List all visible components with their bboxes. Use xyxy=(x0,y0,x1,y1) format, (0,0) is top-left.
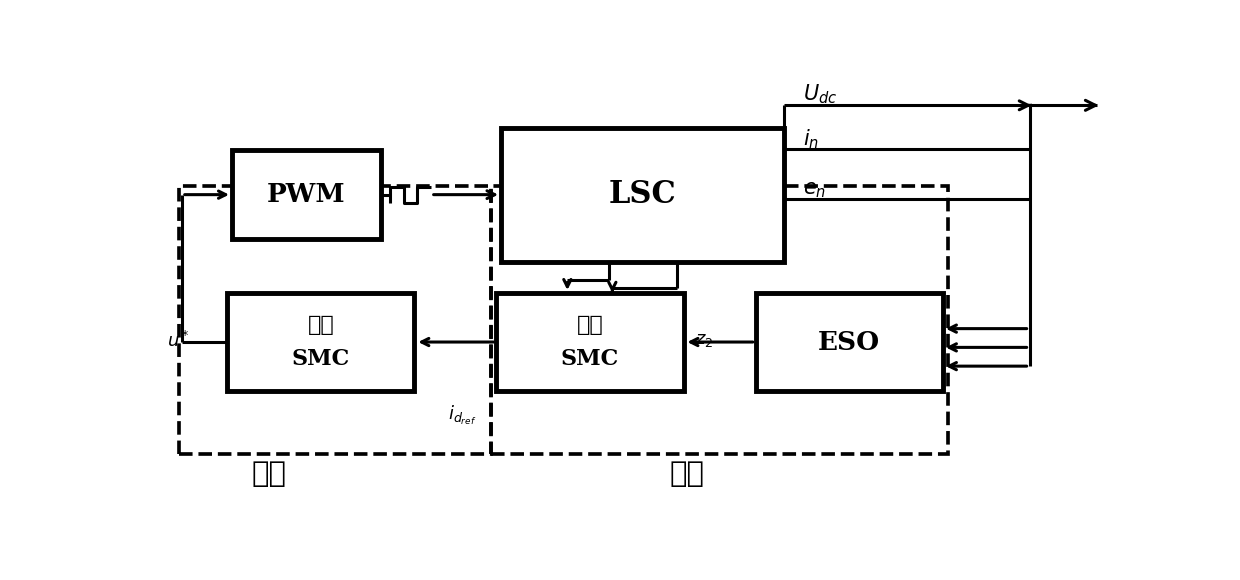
Text: SMC: SMC xyxy=(560,348,619,370)
Bar xyxy=(755,293,944,391)
Text: $i_{d_{ref}}$: $i_{d_{ref}}$ xyxy=(448,404,476,427)
Bar xyxy=(491,186,947,454)
Bar xyxy=(496,293,683,391)
Text: $i_n$: $i_n$ xyxy=(802,127,818,151)
Text: SMC: SMC xyxy=(291,348,350,370)
Text: $e_n$: $e_n$ xyxy=(802,180,826,200)
Bar xyxy=(227,293,414,391)
Text: 内环: 内环 xyxy=(250,460,286,488)
Bar xyxy=(232,150,381,240)
Text: $z_2$: $z_2$ xyxy=(696,331,713,349)
Text: PWM: PWM xyxy=(267,182,346,207)
Bar xyxy=(179,186,491,454)
Text: 外环: 外环 xyxy=(577,314,603,336)
Bar xyxy=(501,128,785,262)
Text: $U_{dc}$: $U_{dc}$ xyxy=(802,82,837,106)
Text: 内环: 内环 xyxy=(308,314,334,336)
Text: LSC: LSC xyxy=(609,179,677,210)
Text: 外环: 外环 xyxy=(670,460,704,488)
Text: ESO: ESO xyxy=(818,329,880,354)
Text: $u^*$: $u^*$ xyxy=(166,331,190,351)
